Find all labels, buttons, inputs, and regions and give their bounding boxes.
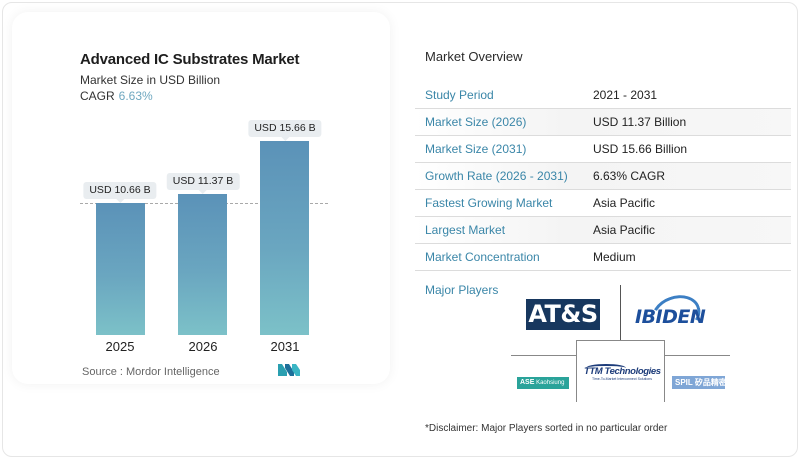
table-row: Study Period 2021 - 2031	[415, 82, 791, 109]
row-value: Asia Pacific	[593, 196, 656, 210]
bar-value-label: USD 11.37 B	[166, 173, 240, 194]
bar-2025	[96, 203, 145, 335]
source-text: Source : Mordor Intelligence	[82, 366, 220, 378]
overview-table: Study Period 2021 - 2031 Market Size (20…	[415, 82, 791, 271]
row-value: USD 11.37 Billion	[593, 115, 687, 129]
ibiden-logo: IBIDEN	[633, 288, 713, 342]
row-key: Growth Rate (2026 - 2031)	[425, 169, 568, 183]
row-value: Medium	[593, 250, 636, 264]
ttm-technologies-logo: TTM Technologies Time-To-Market Intercon…	[584, 364, 661, 381]
mordor-intelligence-logo-icon	[278, 364, 300, 376]
x-tick-label: 2025	[105, 339, 135, 354]
table-row: Growth Rate (2026 - 2031) 6.63% CAGR	[415, 163, 791, 190]
bar-value-label: USD 15.66 B	[248, 120, 322, 141]
row-key: Fastest Growing Market	[425, 196, 553, 210]
ats-logo: AT&S	[526, 299, 600, 330]
major-players-label: Major Players	[425, 283, 499, 297]
table-row: Market Size (2031) USD 15.66 Billion	[415, 136, 791, 163]
divider	[664, 355, 730, 356]
bar-value-label: USD 10.66 B	[83, 182, 157, 203]
row-value: Asia Pacific	[593, 223, 656, 237]
chart-cagr: CAGR 6.63%	[80, 89, 153, 103]
table-row: Market Size (2026) USD 11.37 Billion	[415, 109, 791, 136]
row-key: Largest Market	[425, 223, 506, 237]
bar-2031	[260, 141, 309, 335]
x-tick-label: 2031	[270, 339, 300, 354]
ase-sub: Kaohsiung	[536, 380, 565, 386]
row-value: 2021 - 2031	[593, 88, 658, 102]
spil-logo: SPIL 矽品精密	[672, 376, 725, 389]
ibiden-logo-text: IBIDEN	[635, 306, 706, 328]
ase-kaohsiung-logo: ASE Kaohsiung	[517, 377, 569, 389]
cagr-value: 6.63%	[118, 89, 153, 103]
row-value: 6.63% CAGR	[593, 169, 666, 183]
chart-subtitle: Market Size in USD Billion	[80, 73, 221, 87]
row-key: Study Period	[425, 88, 494, 102]
row-key: Market Concentration	[425, 250, 540, 264]
ttm-arc-icon	[586, 364, 626, 372]
table-row: Market Concentration Medium	[415, 244, 791, 271]
disclaimer-text: *Disclaimer: Major Players sorted in no …	[425, 423, 668, 434]
cagr-label: CAGR	[80, 89, 115, 103]
ase-brand: ASE	[520, 379, 535, 386]
ttm-logo-text: TTM Technologies	[584, 366, 661, 377]
bar-2026	[178, 194, 227, 335]
ttm-tagline: Time-To-Market Interconnect Solutions	[592, 377, 652, 381]
row-key: Market Size (2031)	[425, 142, 527, 156]
row-key: Market Size (2026)	[425, 115, 527, 129]
table-row: Fastest Growing Market Asia Pacific	[415, 190, 791, 217]
market-overview-title: Market Overview	[425, 49, 523, 64]
row-value: USD 15.66 Billion	[593, 142, 688, 156]
divider	[620, 285, 621, 343]
divider	[511, 355, 577, 356]
table-row: Largest Market Asia Pacific	[415, 217, 791, 244]
chart-title: Advanced IC Substrates Market	[80, 51, 300, 68]
x-tick-label: 2026	[188, 339, 218, 354]
